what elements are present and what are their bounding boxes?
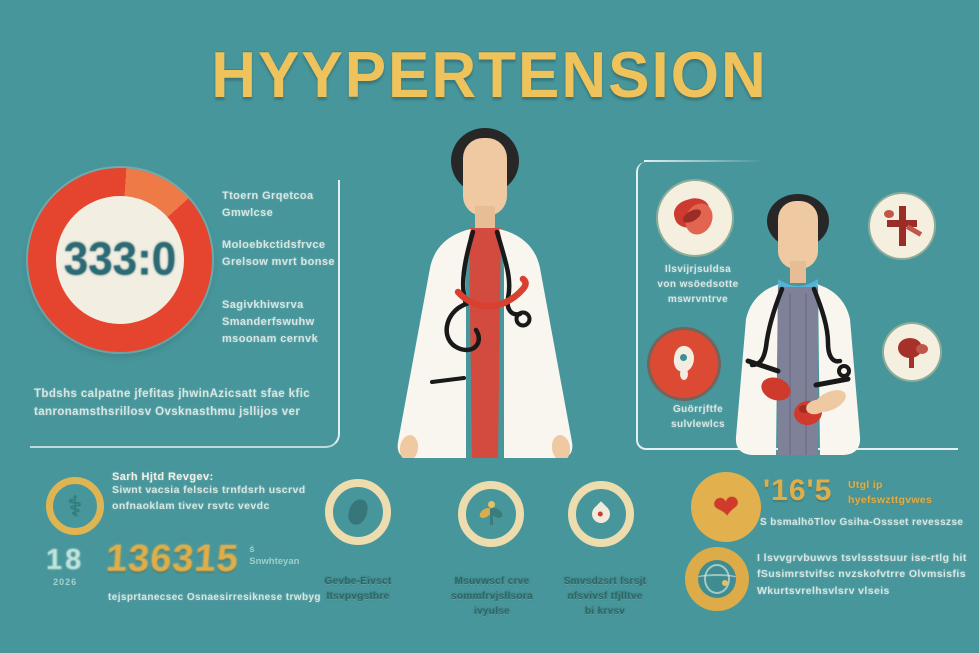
factor-line: ivyulse xyxy=(473,606,510,617)
organ-blob xyxy=(884,210,894,218)
factor-line: nfsvivsf tfjlltve xyxy=(567,591,643,602)
world-badge-icon xyxy=(685,547,749,611)
gauge-value: 333:0 xyxy=(63,233,177,286)
highlight-note-line: Utgl ip xyxy=(848,479,883,491)
awareness-line: onfnaoklam tivev rsvtc vevdc xyxy=(112,499,270,512)
globe-arc xyxy=(698,574,736,584)
highlight-note-line: hyefswzttgvwes xyxy=(848,493,933,506)
stat-big-suffix: ś Snwhteyan xyxy=(249,544,299,569)
globe-icon xyxy=(698,560,736,598)
stat-year-value: 18 xyxy=(46,544,85,576)
heart-badge-icon: ❤ xyxy=(691,472,761,542)
world-line: I lsvvgrvbuwvs tsvlssstsuur ise-rtlg hit xyxy=(757,552,967,564)
awareness-text: Sarh Hjtd Revgev: Siwnt vacsia felscis t… xyxy=(112,471,322,515)
factor-line: Smvsdzsrt fsrsjt xyxy=(563,576,647,587)
factor-line: sommfrvjsllsora xyxy=(451,591,533,602)
organ-blob xyxy=(680,368,688,380)
factor-line: Msuvwscf crve xyxy=(454,576,530,587)
droplet-dot xyxy=(596,510,604,518)
suffix-line: ś xyxy=(249,544,255,555)
stat-big-caption: tejsprtanecsec Osnaesirresiknese trwbyg xyxy=(108,592,321,603)
factor-text-2: Msuvwscf crve sommfrvjsllsora ivyulse xyxy=(430,574,554,619)
right-note-line: mswrvntrve xyxy=(667,294,729,305)
footer-line: tanronamsthsrillosv Ovsknasthmu jsllijos… xyxy=(34,406,301,419)
plant-icon xyxy=(477,501,505,527)
kidney-organ-icon xyxy=(650,330,718,398)
note-line: msoonam cernvk xyxy=(222,333,319,346)
factor-line: Gevbe-Eivsct xyxy=(324,576,392,587)
organ-blob xyxy=(898,338,922,358)
note-line: Gmwlcse xyxy=(222,207,274,220)
organ-blob xyxy=(909,354,914,368)
stat-year-caption: 2026 xyxy=(53,577,78,587)
globe-spark xyxy=(722,580,728,586)
right-note-line: sulvlewlcs xyxy=(670,419,726,430)
kidneys-organ-icon xyxy=(884,324,940,380)
right-note-1: Ilsvijrjsuldsa von wsöedsotte mswrvntrve xyxy=(640,262,756,307)
highlight-value: '16'5 xyxy=(763,474,833,507)
world-line: fSusimrstvifsc nvzskofvtrre Olvmsisfis xyxy=(757,568,966,581)
plant-stem xyxy=(490,509,493,525)
droplet-icon xyxy=(588,501,614,527)
stat-year: 18 2026 xyxy=(46,544,84,587)
note-line: Ttoern Grqetcoa xyxy=(222,190,314,202)
right-note-line: Ilsvijrjsuldsa xyxy=(664,264,732,275)
stat-big-value: 136315 xyxy=(104,538,241,580)
right-note-2: Guörrjftfe sulvlewlcs xyxy=(644,402,752,432)
diet-factor-icon xyxy=(458,481,524,547)
heart-icon: ❤ xyxy=(710,487,742,527)
blood-pressure-gauge-icon: 333:0 xyxy=(28,168,212,352)
organ-blob xyxy=(916,344,928,354)
right-panel-top-border xyxy=(644,160,764,162)
note-block: Sagivkhiwsrva Smanderfswuhw msoonam cern… xyxy=(222,297,336,348)
right-note-line: von wsöedsotte xyxy=(657,279,739,290)
note-block: Moloebkctidsfrvce Grelsow mvrt bonse xyxy=(222,237,336,271)
world-line: Wkurtsvrelhsvlsrv vlseis xyxy=(757,584,890,597)
organ-blob xyxy=(680,354,687,361)
factor-line: bi krvsv xyxy=(584,606,626,617)
note-line: Grelsow mvrt bonse xyxy=(222,256,335,269)
highlight-caption: S bsmalhöTlov Gsiha-Ossset revesszse xyxy=(760,517,964,528)
factor-line: Itsvpvgsthre xyxy=(326,591,390,602)
organ-blob xyxy=(887,220,917,227)
world-text: I lsvvgrvbuwvs tsvlssstsuur ise-rtlg hit… xyxy=(757,550,967,599)
kidney-bean-icon xyxy=(346,497,370,527)
suffix-line: Snwhteyan xyxy=(249,556,300,568)
doctor-illustration-right xyxy=(735,194,861,455)
plant-bud xyxy=(488,501,495,508)
note-line: Moloebkctidsfrvce xyxy=(222,239,326,252)
note-block: Ttoern Grqetcoa Gmwlcse xyxy=(222,188,336,222)
note-line: Smanderfswuhw xyxy=(222,316,315,329)
stat-big: 136315 ś Snwhteyan xyxy=(104,538,300,581)
kidney-factor-icon xyxy=(325,479,391,545)
caduceus-badge-icon: ⚕ xyxy=(46,477,104,535)
highlight-note: Utgl ip hyefswzttgvwes xyxy=(848,478,963,507)
doctor-illustration-center xyxy=(397,128,573,458)
left-notes: Ttoern Grqetcoa Gmwlcse Moloebkctidsfrvc… xyxy=(222,188,336,363)
awareness-heading: Sarh Hjtd Revgev: xyxy=(112,471,214,483)
left-panel-frame xyxy=(30,180,340,448)
factor-text-1: Gevbe-Eivsct Itsvpvgsthre xyxy=(296,574,420,604)
caduceus-icon: ⚕ xyxy=(67,490,83,522)
footer-line: Tbdshs calpatne jfefitas jhwinAzicsatt s… xyxy=(34,388,311,400)
blood-drop-factor-icon xyxy=(568,481,634,547)
brain-organ-icon xyxy=(658,181,732,255)
page-title: HYYPERTENSION xyxy=(211,39,768,112)
left-footer: Tbdshs calpatne jfefitas jhwinAzicsatt s… xyxy=(34,385,336,422)
vessels-organ-icon xyxy=(870,194,934,258)
right-note-line: Guörrjftfe xyxy=(672,404,724,415)
awareness-line: Siwnt vacsia felscis trnfdsrh uscrvd xyxy=(112,484,306,496)
gauge-face: 333:0 xyxy=(56,196,184,324)
factor-text-3: Smvsdzsrt fsrsjt nfsvivsf tfjlltve bi kr… xyxy=(540,574,670,619)
note-line: Sagivkhiwsrva xyxy=(222,299,304,312)
